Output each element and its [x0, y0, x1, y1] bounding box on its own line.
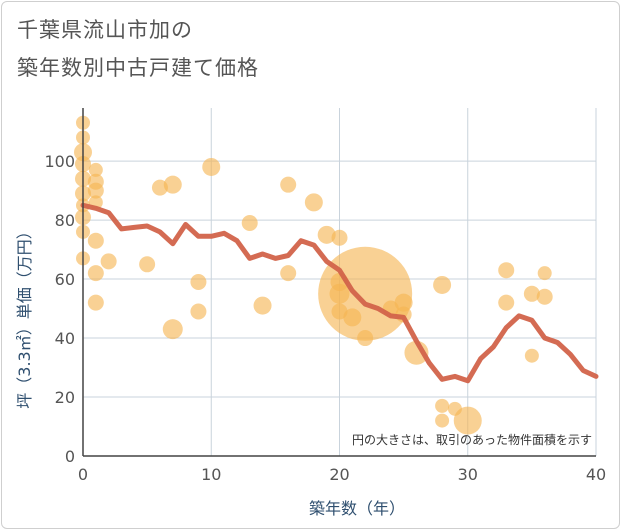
bubble-point	[190, 303, 207, 320]
bubble-point	[87, 265, 104, 282]
bubble-point	[241, 215, 258, 232]
y-tick-labels: 0 20 40 60 80 100	[44, 152, 75, 466]
bubble-point	[190, 274, 207, 290]
bubble-point	[163, 175, 182, 194]
bubble-point	[162, 319, 183, 340]
bubble-point	[498, 262, 515, 279]
bubble-point	[87, 294, 104, 311]
bubble-point	[524, 348, 539, 363]
x-tick-labels: 0 10 20 30 40	[78, 465, 606, 484]
bubble-point	[536, 288, 553, 305]
y-tick-label: 20	[55, 388, 75, 407]
y-tick-label: 60	[55, 270, 75, 289]
x-tick-label: 40	[586, 465, 606, 484]
bubble-point	[202, 157, 221, 176]
bubble-point	[253, 296, 272, 315]
chart-title-line2: 築年数別中古戸建て価格	[17, 56, 259, 80]
bubble-point	[498, 294, 515, 311]
bubble-point	[139, 256, 156, 273]
chart-title-line1: 千葉県流山市加の	[17, 18, 193, 42]
x-tick-label: 10	[201, 465, 221, 484]
y-tick-label: 0	[65, 447, 75, 466]
bubble-point	[87, 232, 104, 249]
bubble-point	[280, 265, 297, 282]
bubble-point	[317, 225, 336, 244]
bubble-point	[394, 293, 413, 312]
bubble-point	[537, 266, 552, 281]
bubble-point	[435, 398, 450, 413]
bubble-point	[435, 413, 450, 428]
bubble-point	[100, 253, 117, 270]
y-tick-label: 40	[55, 329, 75, 348]
bubble-point	[523, 285, 540, 302]
bubble-layer	[74, 115, 553, 435]
y-axis-label: 坪（3.3㎡）単価（万円）	[15, 223, 34, 408]
y-tick-label: 80	[55, 211, 75, 230]
bubble-point	[433, 275, 452, 294]
x-axis-label: 築年数（年）	[309, 499, 405, 518]
y-tick-label: 100	[44, 152, 75, 171]
bubble-point	[304, 193, 323, 212]
bubble-point	[357, 330, 374, 347]
trend-line	[80, 202, 599, 384]
x-tick-label: 30	[458, 465, 478, 484]
bubble-point	[87, 182, 104, 199]
x-tick-label: 20	[329, 465, 349, 484]
bubble-size-note: 円の大きさは、取引のあった物件面積を示す	[352, 432, 592, 447]
bubble-point	[88, 162, 103, 177]
x-tick-label: 0	[78, 465, 88, 484]
bubble-point	[280, 176, 297, 193]
axes	[82, 108, 596, 457]
bubble-point	[453, 406, 482, 435]
bubble-point	[331, 229, 348, 246]
bubble-point	[318, 246, 413, 341]
